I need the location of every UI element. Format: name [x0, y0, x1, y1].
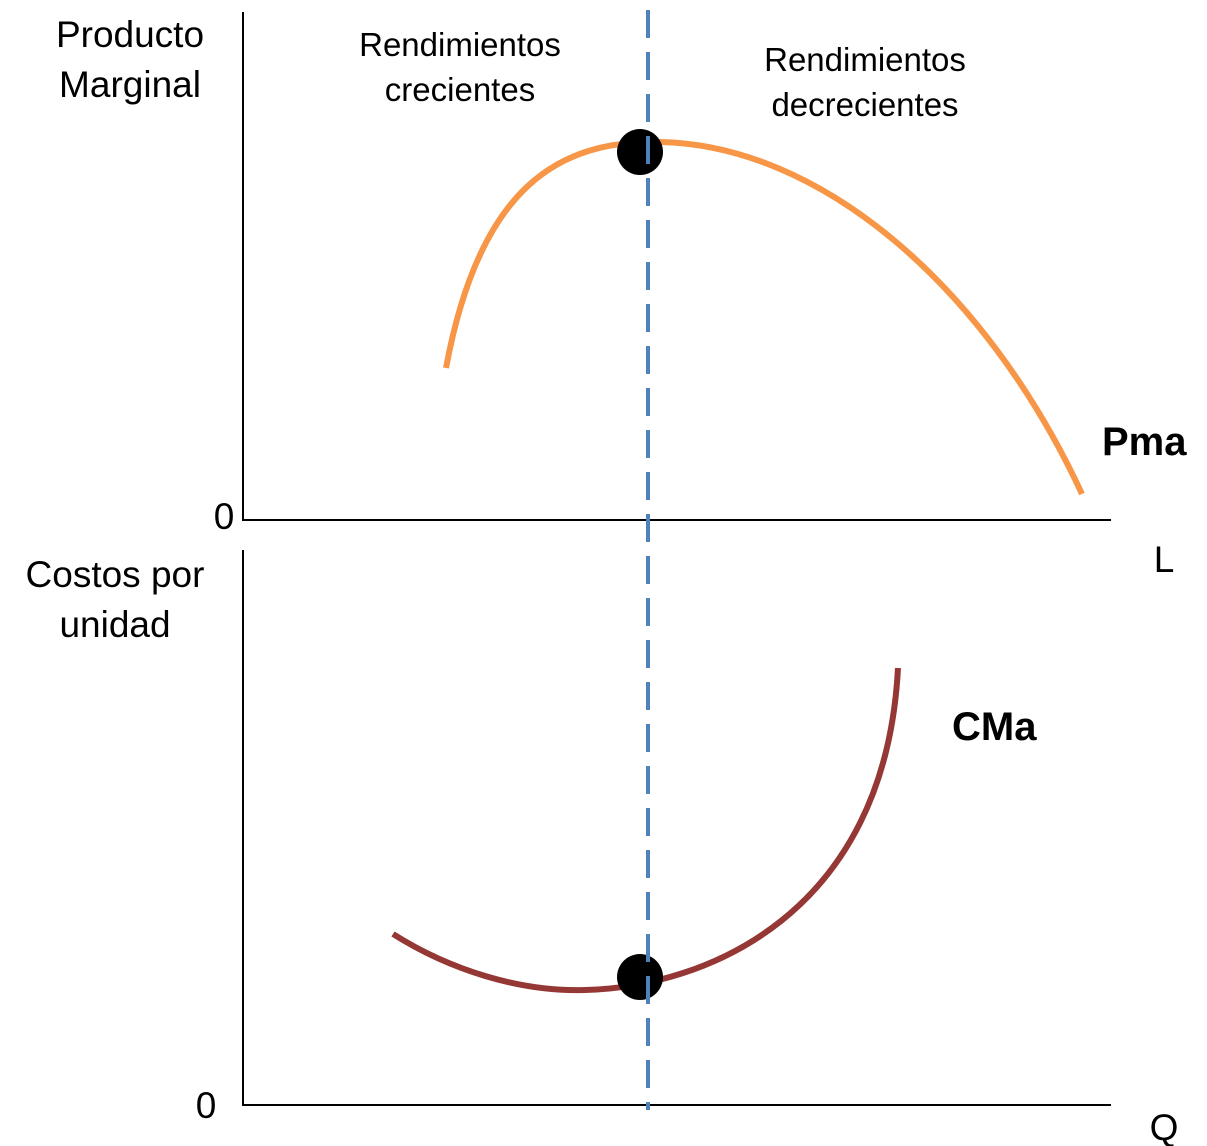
curve-label: Pma — [1102, 420, 1187, 464]
x-label-bottom: Q — [1150, 1107, 1179, 1146]
y-label-bottom: unidad — [59, 604, 170, 645]
region-label: decrecientes — [771, 86, 958, 123]
y-label-top: Producto — [56, 14, 204, 55]
pma-curve — [443, 138, 1085, 496]
min-point — [617, 954, 663, 1000]
curve-label: CMa — [952, 705, 1037, 749]
region-label: Rendimientos — [764, 41, 966, 78]
origin-label: 0 — [214, 496, 235, 537]
y-label-top: Marginal — [59, 64, 201, 105]
max-point — [617, 129, 663, 175]
x-label-top: L — [1154, 539, 1175, 580]
region-label: Rendimientos — [359, 26, 561, 63]
region-label: crecientes — [385, 71, 535, 108]
origin-label: 0 — [196, 1085, 217, 1126]
cma-curve — [391, 667, 901, 994]
y-label-bottom: Costos por — [26, 554, 205, 595]
